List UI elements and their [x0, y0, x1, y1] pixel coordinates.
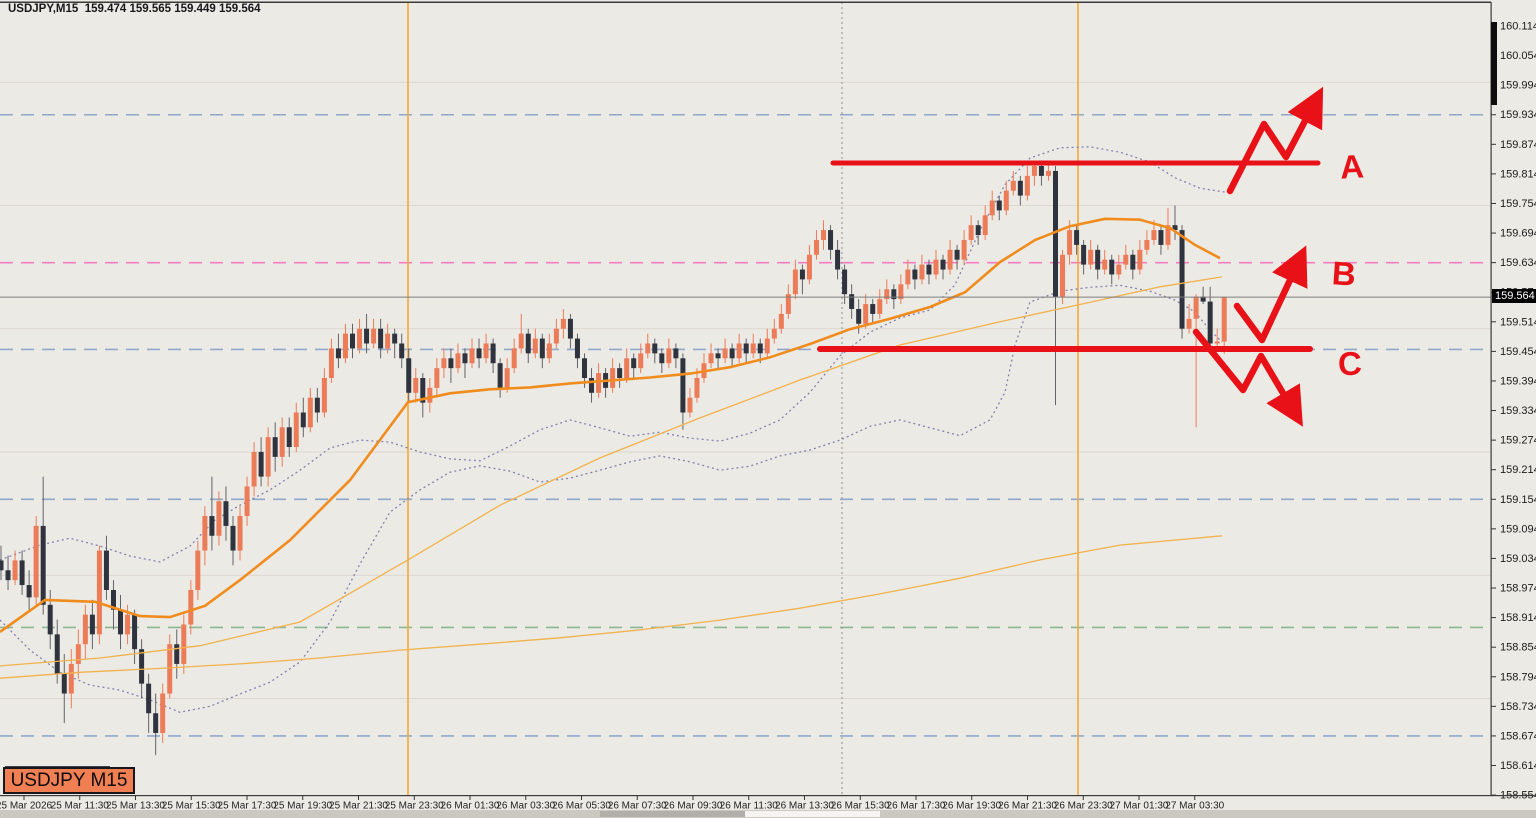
- annotation-letter-a: A: [1339, 147, 1365, 186]
- horizontal-scrollbar-thumb[interactable]: [745, 811, 880, 817]
- svg-text:25 Mar 19:30: 25 Mar 19:30: [273, 801, 332, 812]
- svg-text:26 Mar 05:30: 26 Mar 05:30: [552, 801, 611, 812]
- grid-layer: [0, 81, 1491, 699]
- svg-text:25 Mar 17:30: 25 Mar 17:30: [218, 801, 277, 812]
- ohlc-readout: USDJPY,M15 159.474 159.565 159.449 159.5…: [8, 3, 261, 15]
- svg-text:159.334: 159.334: [1500, 405, 1536, 417]
- svg-text:26 Mar 01:30: 26 Mar 01:30: [441, 801, 500, 812]
- svg-text:25 Mar 2026: 25 Mar 2026: [0, 801, 53, 812]
- svg-text:159.034: 159.034: [1500, 553, 1536, 565]
- svg-text:158.794: 158.794: [1500, 671, 1536, 683]
- symbol-badge: USDJPY M15: [3, 767, 135, 794]
- svg-text:159.994: 159.994: [1500, 80, 1536, 92]
- svg-text:25 Mar 21:30: 25 Mar 21:30: [329, 801, 388, 812]
- svg-text:159.814: 159.814: [1500, 168, 1536, 180]
- scale-indicator-bar: [1491, 22, 1497, 105]
- bollinger-bands: [0, 146, 1226, 713]
- svg-text:159.214: 159.214: [1500, 464, 1536, 476]
- svg-text:158.914: 158.914: [1500, 612, 1536, 624]
- svg-text:159.934: 159.934: [1500, 109, 1536, 121]
- svg-text:26 Mar 21:30: 26 Mar 21:30: [998, 801, 1057, 812]
- svg-text:26 Mar 09:30: 26 Mar 09:30: [664, 801, 723, 812]
- svg-text:159.514: 159.514: [1500, 316, 1536, 328]
- scrollbar-segment: [600, 811, 745, 817]
- svg-text:26 Mar 15:30: 26 Mar 15:30: [831, 801, 890, 812]
- candles-layer: [0, 161, 1227, 756]
- svg-text:25 Mar 13:30: 25 Mar 13:30: [106, 801, 165, 812]
- svg-text:159.394: 159.394: [1500, 375, 1536, 387]
- svg-text:27 Mar 03:30: 27 Mar 03:30: [1165, 801, 1224, 812]
- levels-layer: [0, 113, 1491, 737]
- svg-text:158.674: 158.674: [1500, 730, 1536, 742]
- plot-top-border: [0, 1, 1491, 3]
- svg-text:26 Mar 17:30: 26 Mar 17:30: [887, 801, 946, 812]
- svg-text:159.694: 159.694: [1500, 228, 1536, 240]
- annotation-letter-b: B: [1330, 254, 1358, 293]
- svg-text:158.854: 158.854: [1500, 642, 1536, 654]
- svg-text:158.974: 158.974: [1500, 583, 1536, 595]
- svg-text:26 Mar 13:30: 26 Mar 13:30: [775, 801, 834, 812]
- current-price-tag: 159.564: [1492, 289, 1536, 303]
- svg-text:159.274: 159.274: [1500, 435, 1536, 447]
- svg-text:25 Mar 11:30: 25 Mar 11:30: [51, 801, 110, 812]
- svg-text:160.054: 160.054: [1500, 50, 1536, 62]
- svg-text:159.454: 159.454: [1500, 346, 1536, 358]
- annotation-letter-c: C: [1337, 344, 1363, 383]
- axis-separator: [1490, 2, 1492, 795]
- svg-text:159.754: 159.754: [1500, 198, 1536, 210]
- axes-layer: 160.114 160.054 159.994 159.934 159.874 159.8…: [0, 21, 1536, 812]
- red-annotations: [817, 86, 1324, 427]
- separator-lines-layer: [407, 2, 1079, 795]
- svg-text:26 Mar 07:30: 26 Mar 07:30: [608, 801, 667, 812]
- svg-text:159.094: 159.094: [1500, 523, 1536, 535]
- svg-text:159.874: 159.874: [1500, 139, 1536, 151]
- svg-text:159.154: 159.154: [1500, 494, 1536, 506]
- svg-text:26 Mar 03:30: 26 Mar 03:30: [496, 801, 555, 812]
- svg-text:26 Mar 11:30: 26 Mar 11:30: [720, 801, 779, 812]
- moving-averages: [0, 217, 1223, 679]
- svg-text:158.734: 158.734: [1500, 701, 1536, 713]
- svg-text:25 Mar 23:30: 25 Mar 23:30: [385, 801, 444, 812]
- svg-text:26 Mar 23:30: 26 Mar 23:30: [1054, 801, 1113, 812]
- svg-text:160.114: 160.114: [1500, 21, 1536, 33]
- svg-text:159.634: 159.634: [1500, 257, 1536, 269]
- svg-text:27 Mar 01:30: 27 Mar 01:30: [1110, 801, 1169, 812]
- svg-text:25 Mar 15:30: 25 Mar 15:30: [162, 801, 221, 812]
- plot-bottom-border: [0, 795, 1536, 797]
- svg-text:158.614: 158.614: [1500, 760, 1536, 772]
- svg-text:26 Mar 19:30: 26 Mar 19:30: [942, 801, 1001, 812]
